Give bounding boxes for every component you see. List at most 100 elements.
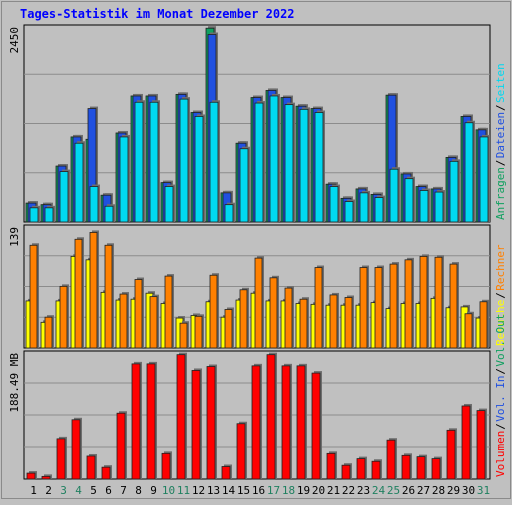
day-label: 20 xyxy=(312,484,325,497)
bar-hits-seiten xyxy=(239,148,249,223)
bar-hits-seiten xyxy=(434,191,444,223)
bar-volume-volumen xyxy=(311,372,321,480)
bar-visits-rechner xyxy=(344,297,353,349)
max-label-volume: 188.49 MB xyxy=(8,353,21,413)
bar-volume-volumen xyxy=(131,363,141,480)
bar-volume-volumen xyxy=(461,405,471,480)
bar-visits-rechner xyxy=(119,293,128,349)
bar-volume-volumen xyxy=(221,466,231,480)
legend-separator: / xyxy=(494,160,507,167)
bar-visits-rechner xyxy=(434,256,443,349)
bar-volume-volumen xyxy=(41,475,51,480)
day-label: 12 xyxy=(192,484,205,497)
day-label: 17 xyxy=(267,484,280,497)
bar-visits-rechner xyxy=(464,313,473,349)
bar-volume-volumen xyxy=(71,419,81,480)
bar-volume-volumen xyxy=(146,363,156,480)
bar-hits-seiten xyxy=(479,136,489,223)
bar-volume-volumen xyxy=(236,423,246,480)
bar-visits-rechner xyxy=(389,263,398,349)
legend-separator: / xyxy=(494,292,507,299)
day-label: 16 xyxy=(252,484,265,497)
day-label: 23 xyxy=(357,484,370,497)
bar-visits-rechner xyxy=(374,267,383,349)
bar-visits-rechner xyxy=(314,267,323,349)
bar-volume-volumen xyxy=(161,452,171,480)
day-label: 15 xyxy=(237,484,250,497)
bar-visits-rechner xyxy=(329,294,338,349)
bar-volume-volumen xyxy=(86,455,96,480)
bar-hits-seiten xyxy=(419,190,429,223)
bar-hits-seiten xyxy=(329,186,339,223)
bar-volume-volumen xyxy=(176,354,186,480)
bar-volume-volumen xyxy=(326,452,336,480)
bar-hits-seiten xyxy=(134,101,144,223)
day-label: 30 xyxy=(462,484,475,497)
bar-hits-seiten xyxy=(179,98,189,223)
bar-hits-seiten xyxy=(254,102,264,223)
bar-hits-seiten xyxy=(404,178,414,223)
bar-visits-rechner xyxy=(479,301,488,349)
bar-hits-seiten xyxy=(359,192,369,223)
bar-visits-rechner xyxy=(59,285,68,349)
bar-hits-seiten xyxy=(59,171,69,223)
legend-besuche: Besuche xyxy=(494,300,507,346)
bar-volume-volumen xyxy=(401,454,411,480)
bar-volume-volumen xyxy=(191,370,201,480)
day-label: 11 xyxy=(177,484,190,497)
bar-visits-rechner xyxy=(194,315,203,349)
bar-visits-rechner xyxy=(164,275,173,349)
bar-hits-seiten xyxy=(74,142,84,223)
bar-volume-volumen xyxy=(251,365,261,480)
bar-visits-rechner xyxy=(209,274,218,349)
bar-volume-volumen xyxy=(431,458,441,480)
day-label: 7 xyxy=(120,484,127,497)
bar-visits-rechner xyxy=(419,255,428,349)
bar-volume-volumen xyxy=(371,460,381,480)
bar-visits-rechner xyxy=(239,289,248,349)
bar-hits-seiten xyxy=(164,186,174,223)
bar-volume-volumen xyxy=(476,410,486,480)
day-label: 24 xyxy=(372,484,386,497)
bar-volume-volumen xyxy=(101,466,111,480)
day-label: 2 xyxy=(45,484,52,497)
bar-hits-seiten xyxy=(344,201,354,223)
chart-title: Tages-Statistik im Monat Dezember 2022 xyxy=(20,7,295,21)
day-label: 19 xyxy=(297,484,310,497)
bar-visits-rechner xyxy=(404,259,413,349)
legend-volout: Vol. Out xyxy=(494,314,507,367)
legend-anfragen: Anfragen xyxy=(494,167,507,220)
bar-visits-rechner xyxy=(89,232,98,349)
bar-visits-rechner xyxy=(29,244,38,349)
day-label: 3 xyxy=(60,484,67,497)
bar-volume-volumen xyxy=(296,365,306,480)
legend-separator: / xyxy=(494,423,507,430)
bar-hits-seiten xyxy=(299,108,309,223)
bar-visits-rechner xyxy=(224,309,233,349)
day-label: 21 xyxy=(327,484,340,497)
bar-hits-seiten xyxy=(209,101,219,223)
bar-visits-rechner xyxy=(284,287,293,349)
bar-hits-seiten xyxy=(374,197,384,223)
day-label: 26 xyxy=(402,484,415,497)
day-label: 14 xyxy=(222,484,236,497)
day-label: 29 xyxy=(447,484,460,497)
legend-separator: / xyxy=(494,104,507,111)
day-label: 9 xyxy=(150,484,157,497)
day-label: 22 xyxy=(342,484,355,497)
bar-visits-rechner xyxy=(254,257,263,349)
bar-hits-seiten xyxy=(104,205,114,223)
day-label: 27 xyxy=(417,484,430,497)
day-label: 13 xyxy=(207,484,220,497)
max-label-visits: 139 xyxy=(8,227,21,247)
day-label: 31 xyxy=(477,484,490,497)
day-label: 28 xyxy=(432,484,445,497)
bar-hits-seiten xyxy=(464,122,474,223)
bar-volume-volumen xyxy=(206,366,216,480)
day-label: 25 xyxy=(387,484,400,497)
bar-hits-seiten xyxy=(194,116,204,223)
bar-visits-rechner xyxy=(44,316,53,349)
